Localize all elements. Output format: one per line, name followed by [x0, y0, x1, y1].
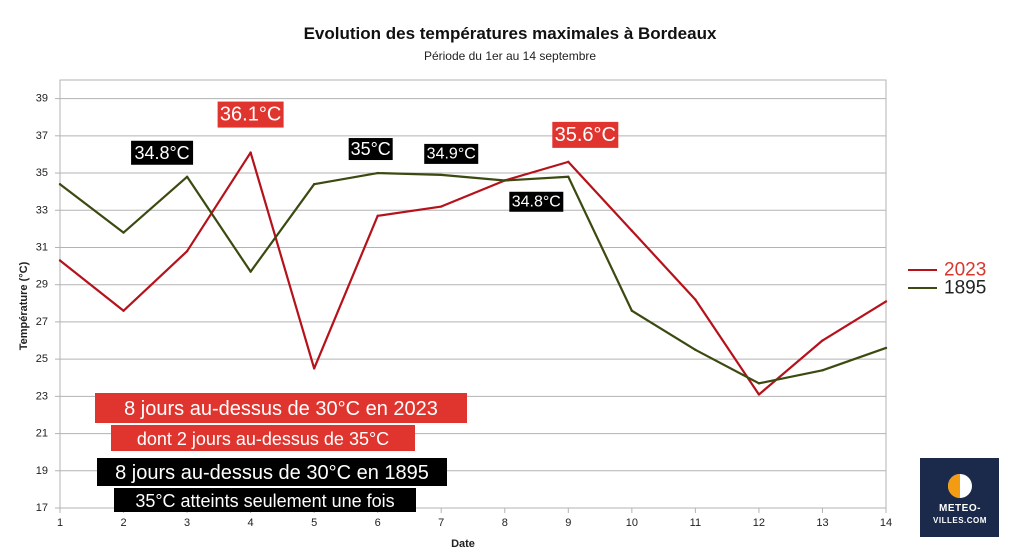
x-tick-label: 11: [690, 517, 701, 529]
note-black-2: 35°C atteints seulement une fois: [135, 491, 394, 511]
annotation-box: [424, 143, 479, 164]
x-tick-label: 7: [438, 517, 444, 529]
y-tick-label: 23: [36, 390, 48, 402]
meteo-villes-logo: METEO- VILLES.COM: [920, 458, 999, 537]
annotation-box: [131, 140, 194, 165]
data-point-2023: [185, 250, 189, 253]
data-point-2023: [440, 205, 443, 208]
x-tick-label: 6: [375, 517, 381, 529]
y-tick-label: 33: [36, 204, 48, 216]
plot-area: [59, 79, 887, 509]
data-point-1895: [440, 173, 443, 177]
annotation-box: [217, 101, 284, 128]
data-point-1895: [821, 369, 824, 372]
data-point-1895: [567, 175, 570, 178]
note-red-2: dont 2 jours au-dessus de 35°C: [137, 429, 389, 449]
data-point-2023: [312, 367, 316, 370]
y-tick-label: 37: [36, 130, 48, 142]
data-point-2023: [694, 298, 697, 301]
note-black-1: 8 jours au-dessus de 30°C en 1895: [115, 462, 429, 484]
data-point-2023: [821, 339, 824, 342]
x-tick-label: 5: [311, 517, 317, 529]
data-point-1895: [185, 175, 189, 178]
annotation-label: 35°C: [351, 139, 391, 159]
data-point-2023: [884, 300, 888, 303]
legend-label-2023: 2023: [944, 260, 986, 281]
series-line-1895: [59, 171, 887, 385]
y-tick-label: 27: [36, 316, 48, 328]
data-point-1895: [249, 270, 252, 273]
x-tick-label: 12: [753, 517, 765, 529]
data-point-2023: [757, 393, 761, 396]
logo-text-line2: VILLES.COM: [933, 516, 987, 525]
note-black-2-box: [114, 488, 416, 512]
data-point-1895: [122, 231, 125, 234]
x-tick-label: 9: [565, 517, 571, 529]
logo-text-line1: METEO-: [939, 503, 981, 514]
notes: 8 jours au-dessus de 30°C en 2023 dont 2…: [95, 393, 467, 512]
y-tick-label: 35: [36, 167, 48, 179]
data-point-2023: [58, 259, 62, 262]
data-point-1895: [630, 309, 634, 312]
note-red-2-box: [111, 425, 415, 451]
y-tick-label: 17: [36, 502, 48, 514]
y-ticks: 17 19 21 23 25 27 29 31 33 35 37 39: [36, 93, 60, 514]
data-point-2023: [376, 214, 379, 218]
x-tick-label: 1: [57, 517, 63, 529]
annotation-label: 34.9°C: [427, 145, 476, 162]
x-axis-label: Date: [451, 538, 475, 550]
x-tick-label: 13: [816, 517, 828, 529]
data-point-1895: [503, 179, 506, 182]
x-ticks: 1 2 3 4 5 6 7 8 9 10 11 12 13 14: [57, 508, 892, 529]
data-point-2023: [567, 160, 570, 164]
chart-title: Evolution des températures maximales à B…: [304, 24, 717, 43]
note-black-1-box: [97, 458, 447, 486]
x-tick-label: 3: [184, 517, 190, 529]
y-tick-label: 29: [36, 279, 48, 291]
annotations: 36.1°C 35.6°C 34.8°C 35°C 34.9°C 34.8°C: [131, 101, 619, 212]
y-tick-label: 31: [36, 241, 48, 253]
annotation-label: 34.8°C: [134, 143, 189, 163]
data-point-2023: [122, 309, 125, 312]
data-point-1895: [312, 183, 316, 186]
y-tick-label: 19: [36, 465, 48, 477]
legend: 2023 1895: [908, 260, 986, 299]
series-lines: [58, 151, 888, 396]
x-tick-label: 4: [248, 517, 254, 529]
x-tick-label: 10: [626, 517, 638, 529]
data-point-2023: [249, 151, 252, 154]
y-tick-label: 25: [36, 353, 48, 365]
series-line-2023: [59, 151, 887, 396]
y-tick-label: 39: [36, 93, 48, 105]
note-red-1: 8 jours au-dessus de 30°C en 2023: [124, 398, 438, 420]
data-point-1895: [58, 183, 62, 186]
legend-label-1895: 1895: [944, 278, 986, 299]
data-point-1895: [694, 348, 697, 352]
y-axis-label: Température (°C): [18, 261, 30, 350]
annotation-label: 35.6°C: [555, 124, 616, 146]
annotation-box: [509, 191, 564, 212]
note-red-1-box: [95, 393, 467, 423]
chart-subtitle: Période du 1er au 14 septembre: [424, 49, 596, 63]
annotation-label: 34.8°C: [512, 193, 561, 210]
annotation-box: [552, 121, 619, 148]
data-point-2023: [630, 229, 634, 232]
data-point-1895: [376, 171, 379, 175]
y-tick-label: 21: [36, 428, 48, 440]
x-tick-label: 8: [502, 517, 508, 529]
annotation-label: 36.1°C: [220, 104, 281, 126]
x-tick-label: 14: [880, 517, 892, 529]
logo-half-moon-icon: [948, 474, 960, 498]
x-tick-label: 2: [120, 517, 126, 529]
data-point-1895: [884, 346, 888, 350]
annotation-box: [348, 138, 393, 161]
data-point-1895: [757, 382, 761, 385]
